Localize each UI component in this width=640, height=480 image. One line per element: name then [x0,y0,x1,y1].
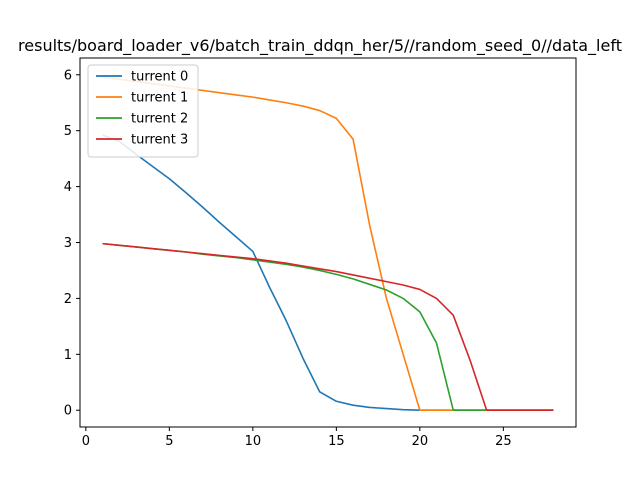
y-axis: 0 1 2 3 4 5 6 [64,68,80,419]
x-tick-label: 0 [82,434,90,449]
y-tick-label: 5 [64,124,72,139]
x-tick-label: 25 [495,434,512,449]
legend-label-1: turrent 1 [131,91,188,106]
y-tick-label: 4 [64,180,72,195]
x-tick-label: 15 [328,434,345,449]
legend-box [87,64,199,158]
legend-label-2: turrent 2 [131,112,188,127]
chart-title: results/board_loader_v6/batch_train_ddqn… [18,36,622,56]
y-tick-label: 0 [64,404,72,419]
x-tick-label: 5 [165,434,173,449]
x-axis: 0 5 10 15 20 25 [82,427,512,449]
legend-label-0: turrent 0 [131,70,188,85]
series-line-2 [102,242,554,412]
y-tick-label: 6 [64,68,72,83]
legend: turrent 0 turrent 1 turrent 2 turrent 3 [87,64,199,158]
x-tick-label: 20 [412,434,429,449]
series-line-3 [102,242,554,412]
x-tick-label: 10 [245,434,262,449]
y-tick-label: 1 [64,348,72,363]
legend-label-3: turrent 3 [131,133,188,148]
y-tick-label: 3 [64,236,72,251]
y-tick-label: 2 [64,292,72,307]
